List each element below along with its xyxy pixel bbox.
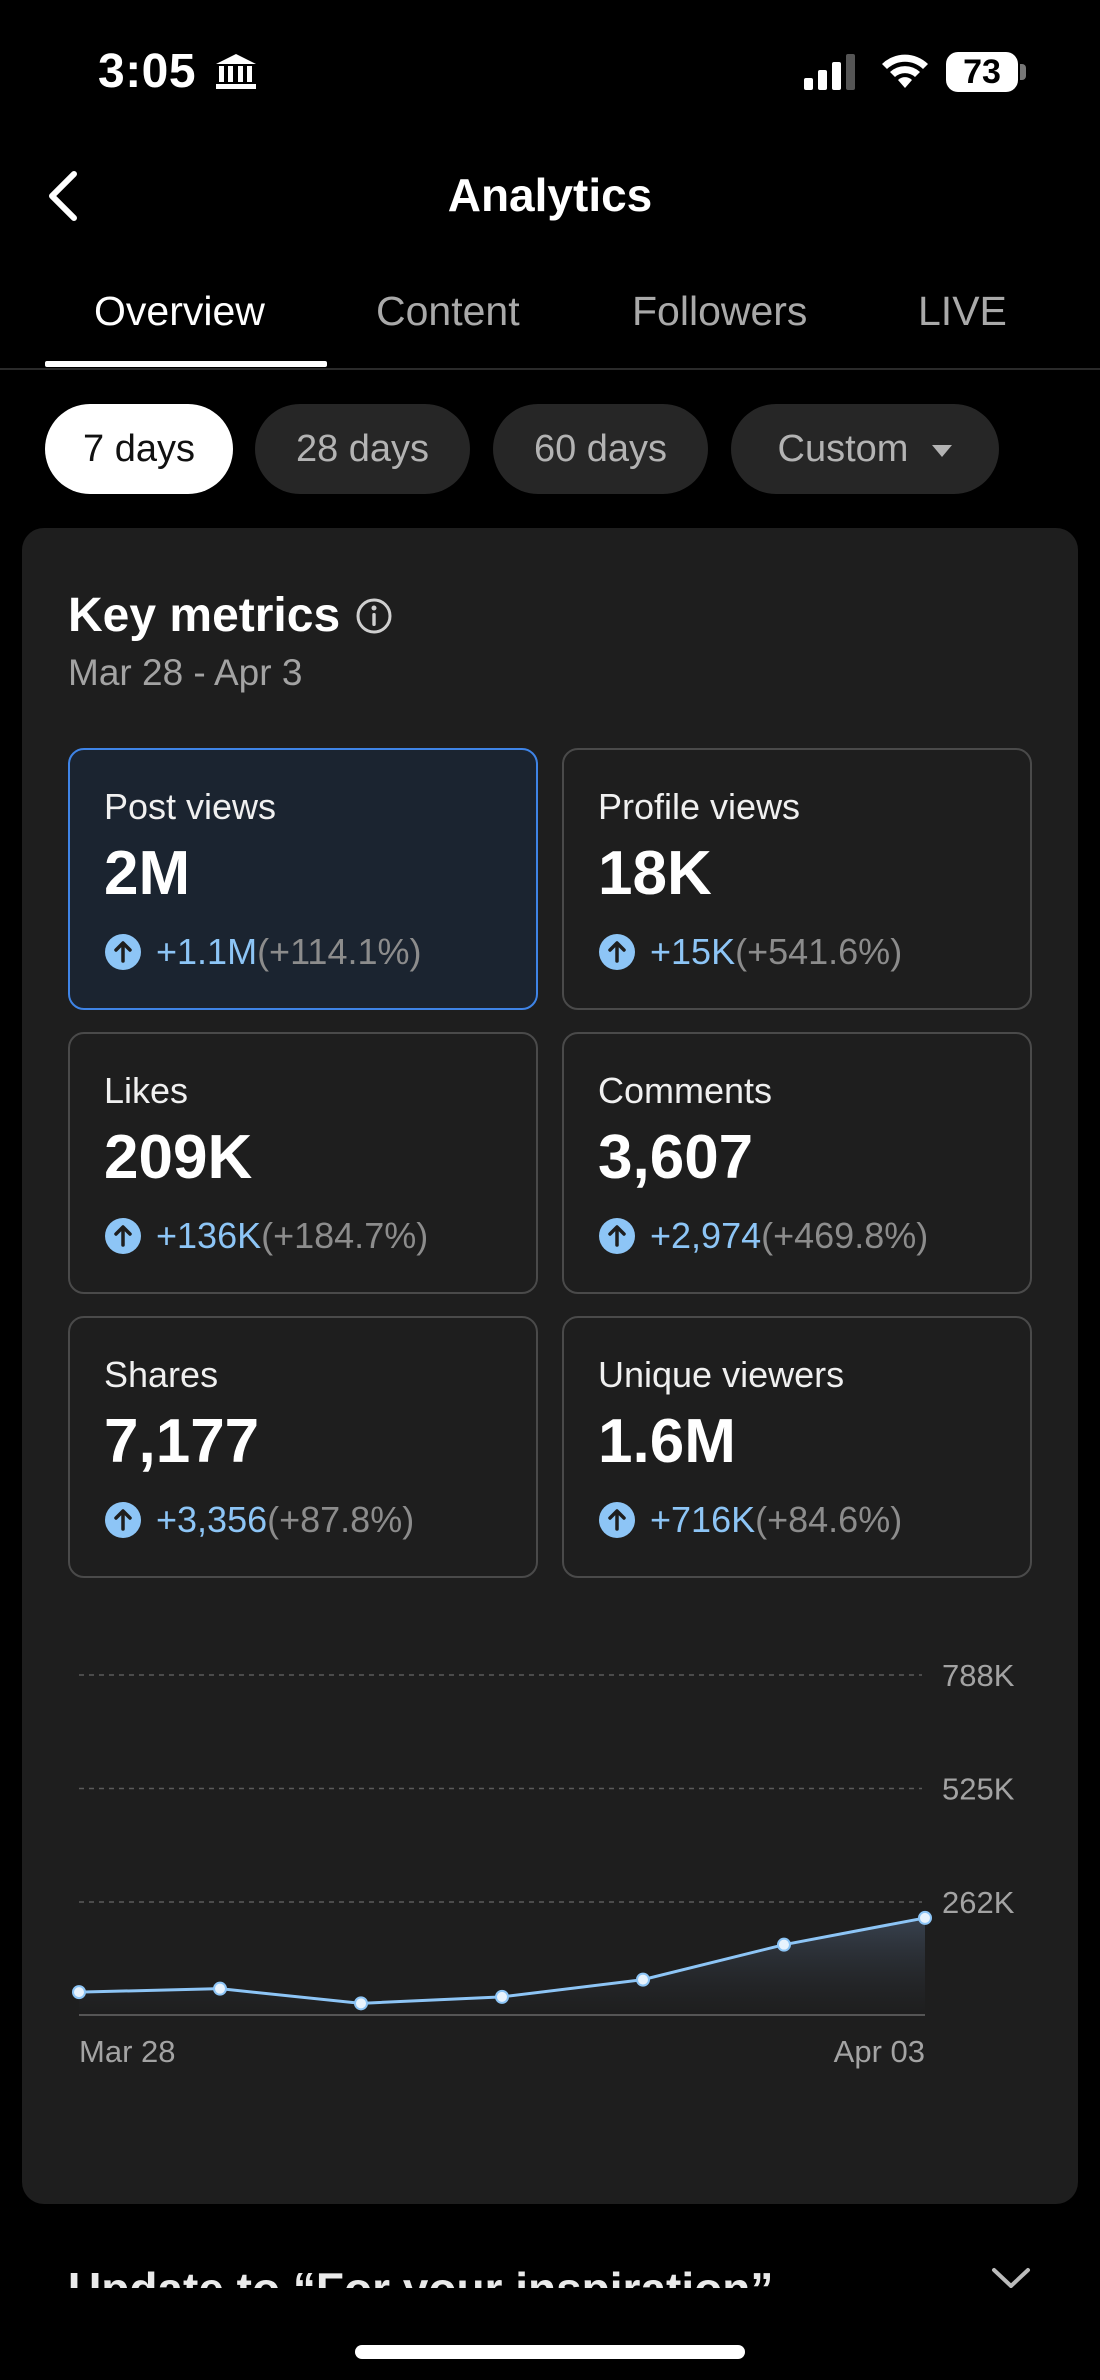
- status-time: 3:05: [98, 45, 197, 98]
- battery-level: 73: [946, 52, 1018, 92]
- caret-down-icon: [932, 445, 953, 457]
- metric-value: 18K: [598, 839, 712, 908]
- metric-percent: (+469.8%): [761, 1215, 929, 1256]
- tab-bar: Overview Content Followers LIVE: [0, 280, 1100, 370]
- date-range: Mar 28 - Apr 3: [68, 652, 303, 693]
- arrow-up-circle-icon: [599, 1218, 635, 1254]
- metric-shares[interactable]: Shares 7,177 +3,356 (+87.8%): [68, 1316, 538, 1578]
- metric-label: Comments: [598, 1070, 773, 1111]
- metric-percent: (+541.6%): [735, 931, 903, 972]
- arrow-up-circle-icon: [599, 1502, 635, 1538]
- info-icon[interactable]: [354, 596, 394, 636]
- cellular-signal-icon: [804, 54, 855, 90]
- post-views-chart[interactable]: 262K 525K 788K Mar 28 Apr 03: [22, 1628, 1078, 2208]
- tab-content[interactable]: Content: [376, 288, 520, 334]
- metric-percent: (+114.1%): [257, 931, 422, 972]
- metric-delta: +1.1M: [156, 931, 258, 972]
- metric-change: +15K (+541.6%): [598, 930, 902, 974]
- metric-value: 7,177: [104, 1407, 260, 1476]
- status-bar: 3:05 73: [0, 0, 1100, 150]
- filter-28-days[interactable]: 28 days: [255, 404, 470, 494]
- metric-unique-viewers[interactable]: Unique viewers 1.6M +716K (+84.6%): [562, 1316, 1032, 1578]
- metric-delta: +2,974: [650, 1215, 762, 1256]
- metric-value: 209K: [104, 1123, 253, 1192]
- tab-live[interactable]: LIVE: [918, 288, 1007, 334]
- metric-change: +2,974 (+469.8%): [598, 1214, 928, 1258]
- metric-delta: +716K: [650, 1499, 756, 1540]
- arrow-up-circle-icon: [105, 934, 141, 970]
- chart-data-point[interactable]: [636, 1972, 650, 1987]
- bank-icon: [216, 54, 256, 89]
- chart-data-point[interactable]: [72, 1985, 86, 2000]
- next-section-title: Update to “For your inspiration”: [68, 2262, 773, 2288]
- metric-change: +3,356 (+87.8%): [104, 1498, 414, 1542]
- chart-data-point[interactable]: [354, 1996, 368, 2011]
- metric-label: Post views: [104, 786, 277, 827]
- metric-value: 1.6M: [598, 1407, 736, 1476]
- battery-icon: 73: [946, 52, 1026, 92]
- chart-data-point[interactable]: [213, 1981, 227, 1996]
- active-tab-indicator: [45, 361, 327, 367]
- metric-percent: (+87.8%): [267, 1499, 415, 1540]
- metric-comments[interactable]: Comments 3,607 +2,974 (+469.8%): [562, 1032, 1032, 1294]
- next-section-peek[interactable]: Update to “For your inspiration”: [68, 2248, 1068, 2288]
- chart-data-point[interactable]: [777, 1937, 791, 1952]
- chevron-down-icon: [992, 2268, 1030, 2288]
- arrow-up-circle-icon: [105, 1502, 141, 1538]
- chart-data-point[interactable]: [495, 1989, 509, 2004]
- arrow-up-circle-icon: [599, 934, 635, 970]
- metric-label: Unique viewers: [598, 1354, 845, 1395]
- x-tick-label: Mar 28: [79, 2034, 175, 2069]
- metric-likes[interactable]: Likes 209K +136K (+184.7%): [68, 1032, 538, 1294]
- arrow-up-circle-icon: [105, 1218, 141, 1254]
- page-title: Analytics: [447, 169, 653, 221]
- key-metrics-title: Key metrics: [68, 589, 341, 642]
- metric-change: +716K (+84.6%): [598, 1498, 902, 1542]
- metric-delta: +3,356: [156, 1499, 268, 1540]
- metric-delta: +136K: [156, 1215, 262, 1256]
- wifi-icon: [882, 54, 928, 88]
- tab-overview[interactable]: Overview: [94, 288, 265, 334]
- y-tick-label: 525K: [942, 1771, 1015, 1806]
- filter-custom-dropdown[interactable]: Custom: [731, 404, 999, 494]
- metric-value: 2M: [104, 839, 191, 908]
- metric-percent: (+84.6%): [755, 1499, 903, 1540]
- filter-28-days-label: 28 days: [295, 427, 430, 470]
- metric-delta: +15K: [650, 931, 736, 972]
- home-indicator: [355, 2345, 745, 2359]
- metric-label: Profile views: [598, 786, 801, 827]
- filter-60-days-label: 60 days: [533, 427, 668, 470]
- filter-60-days[interactable]: 60 days: [493, 404, 708, 494]
- y-tick-label: 262K: [942, 1885, 1015, 1920]
- chart-data-point[interactable]: [918, 1910, 932, 1925]
- key-metrics-card: Key metrics Mar 28 - Apr 3 Post views 2M…: [22, 528, 1078, 2204]
- metric-change: +136K (+184.7%): [104, 1214, 428, 1258]
- y-tick-label: 788K: [942, 1658, 1015, 1693]
- tab-followers[interactable]: Followers: [632, 288, 808, 334]
- metric-change: +1.1M (+114.1%): [104, 930, 422, 974]
- metric-percent: (+184.7%): [261, 1215, 429, 1256]
- chart-area-fill: [79, 1917, 925, 2015]
- metric-post-views[interactable]: Post views 2M +1.1M (+114.1%): [68, 748, 538, 1010]
- filter-7-days-label: 7 days: [83, 427, 195, 470]
- metric-profile-views[interactable]: Profile views 18K +15K (+541.6%): [562, 748, 1032, 1010]
- metric-value: 3,607: [598, 1123, 754, 1192]
- back-arrow-icon[interactable]: [40, 166, 90, 226]
- filter-7-days[interactable]: 7 days: [45, 404, 233, 494]
- metric-label: Shares: [104, 1354, 219, 1395]
- metric-label: Likes: [104, 1070, 189, 1111]
- filter-custom-label: Custom: [777, 427, 909, 470]
- x-tick-label: Apr 03: [834, 2034, 925, 2069]
